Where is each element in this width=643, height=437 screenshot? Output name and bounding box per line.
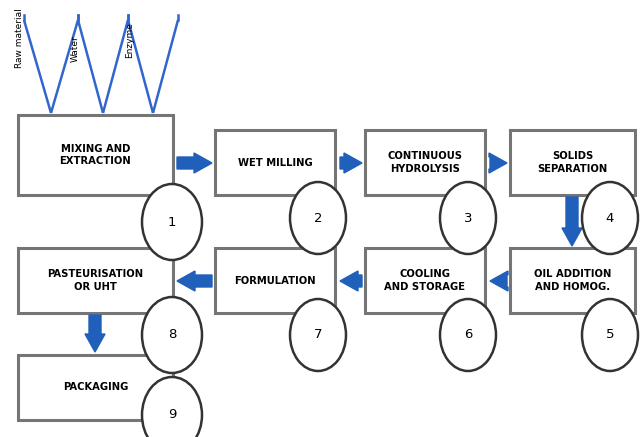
FancyArrow shape xyxy=(490,271,508,291)
FancyArrow shape xyxy=(489,153,507,173)
Text: OIL ADDITION
AND HOMOG.: OIL ADDITION AND HOMOG. xyxy=(534,269,611,292)
Text: PACKAGING: PACKAGING xyxy=(63,382,128,392)
Text: FORMULATION: FORMULATION xyxy=(234,275,316,285)
Ellipse shape xyxy=(440,299,496,371)
Text: 1: 1 xyxy=(168,215,176,229)
Text: SOLIDS
SEPARATION: SOLIDS SEPARATION xyxy=(538,151,608,173)
Ellipse shape xyxy=(142,297,202,373)
Ellipse shape xyxy=(582,299,638,371)
Text: PASTEURISATION
OR UHT: PASTEURISATION OR UHT xyxy=(48,269,143,292)
Ellipse shape xyxy=(290,299,346,371)
FancyBboxPatch shape xyxy=(510,130,635,195)
FancyBboxPatch shape xyxy=(365,130,485,195)
Ellipse shape xyxy=(142,377,202,437)
Text: Enzyme: Enzyme xyxy=(125,22,134,58)
Ellipse shape xyxy=(290,182,346,254)
FancyArrow shape xyxy=(562,197,582,246)
FancyArrow shape xyxy=(340,271,362,291)
FancyArrow shape xyxy=(177,153,212,173)
FancyBboxPatch shape xyxy=(510,248,635,313)
Text: Raw material: Raw material xyxy=(15,8,24,68)
Text: MIXING AND
EXTRACTION: MIXING AND EXTRACTION xyxy=(60,144,131,166)
Text: 8: 8 xyxy=(168,329,176,341)
Text: Water: Water xyxy=(71,35,80,62)
FancyBboxPatch shape xyxy=(365,248,485,313)
Ellipse shape xyxy=(582,182,638,254)
Text: 7: 7 xyxy=(314,329,322,341)
FancyBboxPatch shape xyxy=(18,115,173,195)
Text: 6: 6 xyxy=(464,329,472,341)
FancyArrow shape xyxy=(177,271,212,291)
Text: COOLING
AND STORAGE: COOLING AND STORAGE xyxy=(385,269,466,292)
FancyArrow shape xyxy=(85,315,105,352)
FancyBboxPatch shape xyxy=(18,248,173,313)
Text: 3: 3 xyxy=(464,212,472,225)
Text: 4: 4 xyxy=(606,212,614,225)
Text: WET MILLING: WET MILLING xyxy=(238,157,312,167)
Text: 5: 5 xyxy=(606,329,614,341)
Ellipse shape xyxy=(142,184,202,260)
Text: CONTINUOUS
HYDROLYSIS: CONTINUOUS HYDROLYSIS xyxy=(388,151,462,173)
FancyBboxPatch shape xyxy=(215,130,335,195)
FancyArrow shape xyxy=(340,153,362,173)
FancyBboxPatch shape xyxy=(215,248,335,313)
FancyBboxPatch shape xyxy=(18,355,173,420)
Ellipse shape xyxy=(440,182,496,254)
Text: 9: 9 xyxy=(168,409,176,422)
Text: 2: 2 xyxy=(314,212,322,225)
